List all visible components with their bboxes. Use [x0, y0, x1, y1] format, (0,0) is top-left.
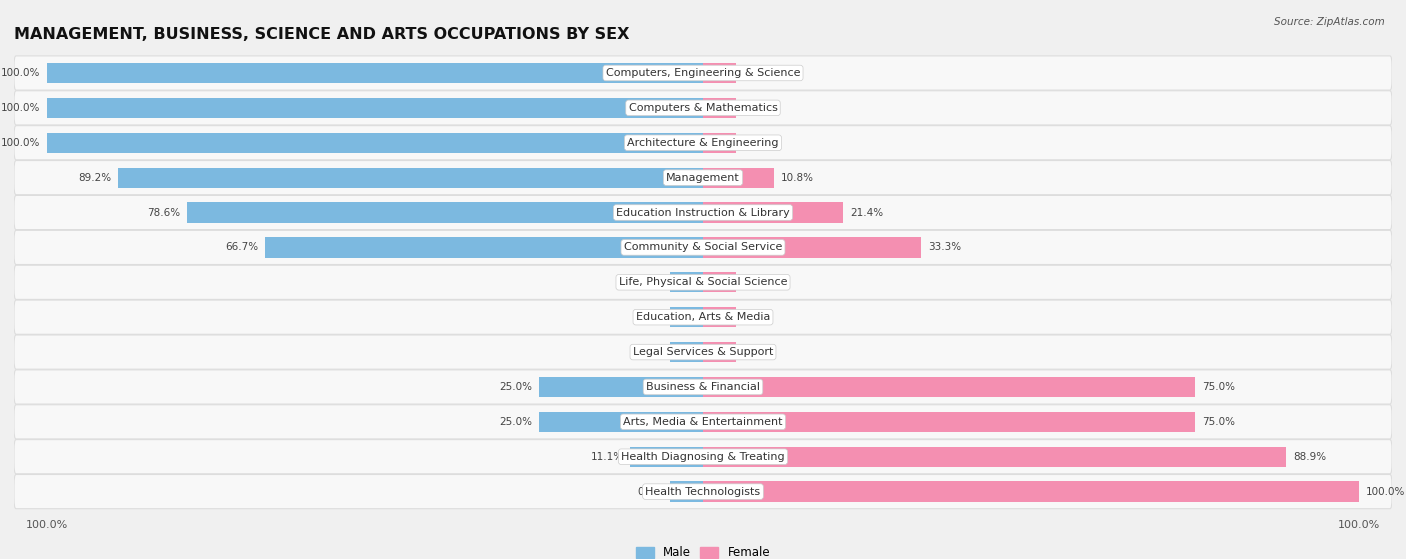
Text: 89.2%: 89.2%: [79, 173, 111, 183]
Text: Health Technologists: Health Technologists: [645, 486, 761, 496]
Text: 0.0%: 0.0%: [742, 68, 769, 78]
Text: Business & Financial: Business & Financial: [645, 382, 761, 392]
Text: 11.1%: 11.1%: [591, 452, 624, 462]
Bar: [703, 132, 735, 153]
Bar: [703, 412, 1195, 432]
FancyBboxPatch shape: [14, 56, 1392, 90]
Text: 0.0%: 0.0%: [742, 138, 769, 148]
Legend: Male, Female: Male, Female: [631, 542, 775, 559]
Text: 0.0%: 0.0%: [742, 103, 769, 113]
Text: 25.0%: 25.0%: [499, 417, 533, 427]
Text: 25.0%: 25.0%: [499, 382, 533, 392]
Text: 21.4%: 21.4%: [851, 207, 883, 217]
Bar: [46, 63, 703, 83]
FancyBboxPatch shape: [14, 160, 1392, 195]
Text: Arts, Media & Entertainment: Arts, Media & Entertainment: [623, 417, 783, 427]
Text: 100.0%: 100.0%: [1365, 486, 1405, 496]
Bar: [671, 481, 703, 502]
Bar: [703, 377, 1195, 397]
Bar: [703, 168, 773, 188]
Text: 75.0%: 75.0%: [1202, 382, 1234, 392]
FancyBboxPatch shape: [14, 370, 1392, 404]
Text: 0.0%: 0.0%: [742, 277, 769, 287]
Text: 0.0%: 0.0%: [637, 312, 664, 322]
Text: 0.0%: 0.0%: [742, 347, 769, 357]
Text: Education, Arts & Media: Education, Arts & Media: [636, 312, 770, 322]
Text: 100.0%: 100.0%: [1, 138, 41, 148]
Bar: [703, 63, 735, 83]
FancyBboxPatch shape: [14, 126, 1392, 160]
Text: 33.3%: 33.3%: [928, 243, 962, 253]
FancyBboxPatch shape: [14, 475, 1392, 509]
Bar: [703, 98, 735, 118]
Bar: [538, 377, 703, 397]
Bar: [671, 272, 703, 292]
Bar: [630, 447, 703, 467]
Bar: [266, 237, 703, 258]
FancyBboxPatch shape: [14, 265, 1392, 300]
Text: Management: Management: [666, 173, 740, 183]
Text: Computers, Engineering & Science: Computers, Engineering & Science: [606, 68, 800, 78]
Text: Community & Social Service: Community & Social Service: [624, 243, 782, 253]
Text: 100.0%: 100.0%: [1, 103, 41, 113]
Bar: [703, 447, 1286, 467]
Bar: [671, 342, 703, 362]
Text: 78.6%: 78.6%: [148, 207, 181, 217]
Bar: [703, 342, 735, 362]
Text: Computers & Mathematics: Computers & Mathematics: [628, 103, 778, 113]
Text: Health Diagnosing & Treating: Health Diagnosing & Treating: [621, 452, 785, 462]
Text: 75.0%: 75.0%: [1202, 417, 1234, 427]
Bar: [118, 168, 703, 188]
FancyBboxPatch shape: [14, 91, 1392, 125]
Bar: [703, 481, 1360, 502]
Text: 0.0%: 0.0%: [742, 312, 769, 322]
Bar: [46, 132, 703, 153]
Text: Legal Services & Support: Legal Services & Support: [633, 347, 773, 357]
FancyBboxPatch shape: [14, 196, 1392, 230]
Text: Life, Physical & Social Science: Life, Physical & Social Science: [619, 277, 787, 287]
Text: 66.7%: 66.7%: [226, 243, 259, 253]
Bar: [703, 272, 735, 292]
FancyBboxPatch shape: [14, 335, 1392, 369]
Text: 10.8%: 10.8%: [780, 173, 814, 183]
Bar: [187, 202, 703, 222]
Text: 100.0%: 100.0%: [1, 68, 41, 78]
Bar: [671, 307, 703, 328]
Text: 0.0%: 0.0%: [637, 347, 664, 357]
Text: 88.9%: 88.9%: [1294, 452, 1326, 462]
FancyBboxPatch shape: [14, 300, 1392, 334]
Bar: [703, 202, 844, 222]
Text: Education Instruction & Library: Education Instruction & Library: [616, 207, 790, 217]
Bar: [703, 237, 921, 258]
Bar: [703, 307, 735, 328]
FancyBboxPatch shape: [14, 439, 1392, 474]
Bar: [46, 98, 703, 118]
FancyBboxPatch shape: [14, 230, 1392, 264]
FancyBboxPatch shape: [14, 405, 1392, 439]
Text: Architecture & Engineering: Architecture & Engineering: [627, 138, 779, 148]
Text: 0.0%: 0.0%: [637, 486, 664, 496]
Bar: [538, 412, 703, 432]
Text: 0.0%: 0.0%: [637, 277, 664, 287]
Text: MANAGEMENT, BUSINESS, SCIENCE AND ARTS OCCUPATIONS BY SEX: MANAGEMENT, BUSINESS, SCIENCE AND ARTS O…: [14, 27, 630, 42]
Text: Source: ZipAtlas.com: Source: ZipAtlas.com: [1274, 17, 1385, 27]
